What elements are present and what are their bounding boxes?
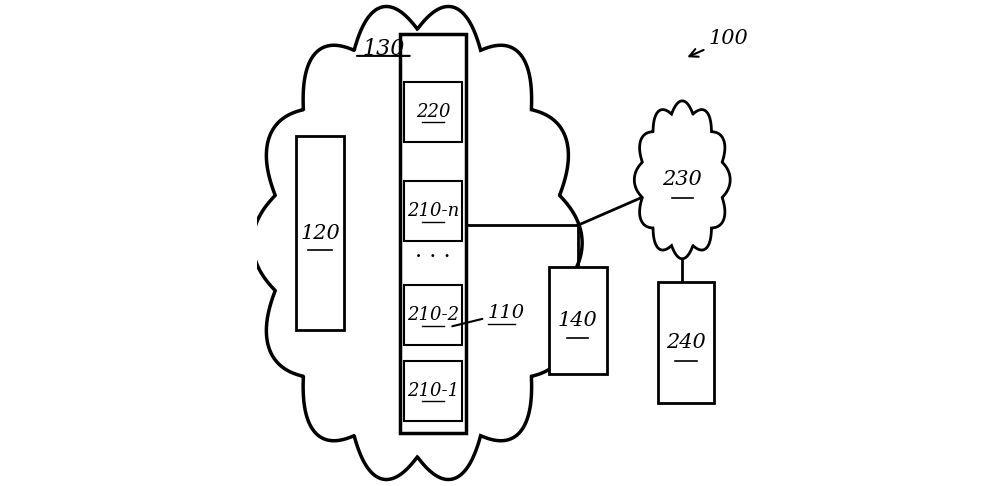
Text: 120: 120: [300, 224, 340, 243]
Polygon shape: [634, 101, 730, 259]
Text: 100: 100: [689, 29, 749, 57]
Bar: [549, 267, 607, 374]
Bar: [296, 136, 344, 330]
Text: 230: 230: [662, 170, 702, 190]
Text: 210-1: 210-1: [407, 382, 459, 399]
Polygon shape: [253, 6, 582, 480]
Bar: [404, 361, 462, 421]
Bar: [404, 285, 462, 345]
Text: 210-2: 210-2: [407, 306, 459, 324]
Text: · · ·: · · ·: [415, 246, 451, 268]
Text: 210-n: 210-n: [407, 202, 459, 220]
Text: 220: 220: [416, 103, 450, 121]
Bar: [404, 82, 462, 142]
Text: 130: 130: [362, 37, 405, 60]
Text: 240: 240: [666, 333, 706, 352]
Bar: [658, 282, 714, 403]
Text: 110: 110: [452, 304, 525, 326]
Bar: [404, 181, 462, 242]
Bar: [400, 34, 466, 433]
Text: 140: 140: [558, 311, 598, 330]
